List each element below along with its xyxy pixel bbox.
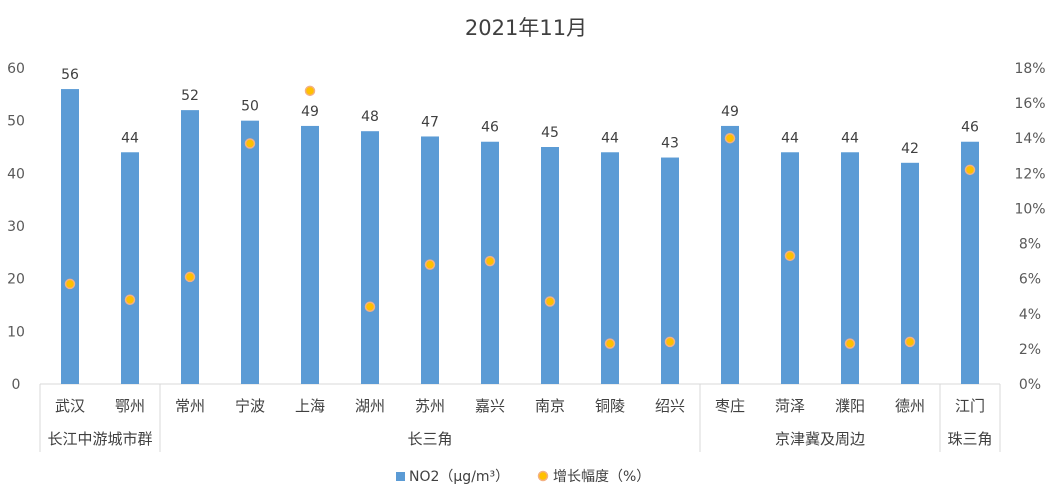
growth-point bbox=[364, 301, 376, 313]
category-label: 苏州 bbox=[415, 397, 445, 415]
growth-point bbox=[724, 132, 736, 144]
bar bbox=[661, 157, 679, 384]
category-label: 武汉 bbox=[55, 397, 85, 415]
growth-point bbox=[844, 338, 856, 349]
category-label: 嘉兴 bbox=[475, 397, 505, 415]
y-right-tick-label: 18% bbox=[1014, 61, 1045, 77]
category-label: 湖州 bbox=[355, 397, 385, 415]
category-label: 绍兴 bbox=[655, 397, 685, 415]
category-label: 枣庄 bbox=[715, 397, 745, 415]
bar-value-label: 44 bbox=[121, 130, 139, 146]
bar bbox=[841, 152, 859, 384]
y-right-tick-label: 4% bbox=[1019, 307, 1041, 323]
y-right-tick-label: 8% bbox=[1019, 237, 1041, 253]
bar-value-label: 52 bbox=[181, 88, 199, 104]
y-right-tick-label: 0% bbox=[1019, 377, 1041, 393]
group-label: 珠三角 bbox=[947, 430, 992, 448]
bar bbox=[361, 131, 379, 384]
legend-label-no2: NO2（μg/m³） bbox=[409, 469, 509, 485]
category-label: 铜陵 bbox=[595, 397, 625, 415]
chart-title: 2021年11月 bbox=[465, 16, 587, 40]
bar-value-label: 45 bbox=[541, 125, 559, 141]
legend-label-growth: 增长幅度（%） bbox=[553, 469, 650, 485]
growth-point bbox=[244, 138, 256, 149]
group-label: 长江中游城市群 bbox=[47, 430, 152, 448]
bar-value-label: 47 bbox=[421, 114, 439, 130]
growth-point bbox=[304, 85, 316, 97]
y-left-tick-label: 40 bbox=[7, 166, 25, 182]
bar-value-label: 46 bbox=[481, 120, 499, 136]
bar bbox=[781, 152, 799, 384]
bar-value-label: 49 bbox=[301, 104, 319, 120]
bar bbox=[541, 147, 559, 384]
y-left-tick-label: 10 bbox=[7, 324, 25, 340]
category-label: 菏泽 bbox=[775, 397, 805, 415]
growth-point bbox=[604, 338, 616, 349]
y-left-tick-label: 0 bbox=[12, 377, 21, 393]
growth-point bbox=[484, 255, 496, 267]
bar-value-label: 50 bbox=[241, 99, 259, 115]
growth-point bbox=[544, 296, 556, 307]
bar bbox=[961, 141, 979, 384]
bar bbox=[301, 125, 319, 384]
category-label: 南京 bbox=[535, 397, 565, 415]
growth-point bbox=[784, 250, 796, 262]
bar bbox=[121, 152, 139, 384]
category-label: 鄂州 bbox=[115, 397, 145, 415]
growth-point bbox=[664, 336, 676, 348]
bar-value-label: 42 bbox=[901, 141, 919, 157]
y-right-tick-label: 14% bbox=[1014, 131, 1045, 147]
growth-point bbox=[184, 271, 196, 283]
bar-value-label: 44 bbox=[781, 130, 799, 146]
category-label: 常州 bbox=[175, 397, 205, 415]
y-right-tick-label: 2% bbox=[1019, 342, 1041, 358]
scatter-series bbox=[64, 85, 976, 349]
bar-value-label: 44 bbox=[841, 130, 859, 146]
growth-point bbox=[904, 336, 916, 348]
bar-value-label: 48 bbox=[361, 109, 379, 125]
y-right-tick-label: 10% bbox=[1014, 201, 1045, 217]
y-right-tick-label: 6% bbox=[1019, 272, 1041, 288]
data-labels: 56 44 52 50 49 48 47 46 45 44 43 49 44 44 42 46 bbox=[61, 67, 979, 157]
legend-swatch-no2 bbox=[396, 472, 405, 481]
bar-value-label: 49 bbox=[721, 104, 739, 120]
bar bbox=[241, 120, 259, 385]
bar bbox=[181, 110, 199, 384]
y-left-tick-label: 30 bbox=[7, 219, 25, 235]
growth-point bbox=[964, 164, 976, 176]
group-label: 京津冀及周边 bbox=[775, 430, 865, 448]
group-label: 长三角 bbox=[407, 430, 452, 448]
category-label: 德州 bbox=[895, 397, 925, 415]
bar-value-label: 43 bbox=[661, 136, 679, 152]
legend: NO2（μg/m³） 增长幅度（%） bbox=[396, 469, 650, 485]
y-left-tick-label: 60 bbox=[7, 61, 25, 77]
category-label: 上海 bbox=[295, 397, 325, 415]
bar-value-label: 56 bbox=[61, 67, 79, 83]
bar-value-label: 44 bbox=[601, 130, 619, 146]
y-left-tick-label: 20 bbox=[7, 272, 25, 288]
category-label: 濮阳 bbox=[835, 397, 865, 415]
category-label: 宁波 bbox=[235, 397, 265, 415]
y-left-tick-label: 50 bbox=[7, 114, 25, 130]
bar bbox=[901, 162, 919, 384]
growth-point bbox=[424, 259, 436, 270]
category-label: 江门 bbox=[955, 397, 985, 415]
growth-point bbox=[124, 294, 136, 305]
bar bbox=[601, 152, 619, 384]
bar bbox=[721, 125, 739, 384]
growth-point bbox=[64, 278, 76, 290]
y-right-tick-label: 16% bbox=[1014, 96, 1045, 112]
bar-value-label: 46 bbox=[961, 120, 979, 136]
y-right-tick-label: 12% bbox=[1014, 166, 1045, 182]
legend-swatch-growth bbox=[537, 470, 549, 482]
bar bbox=[61, 89, 79, 385]
axes: 0 10 20 30 40 50 60 0% 2% 4% 6% 8% 10% 12% 14% 16% 18% bbox=[7, 61, 1045, 393]
